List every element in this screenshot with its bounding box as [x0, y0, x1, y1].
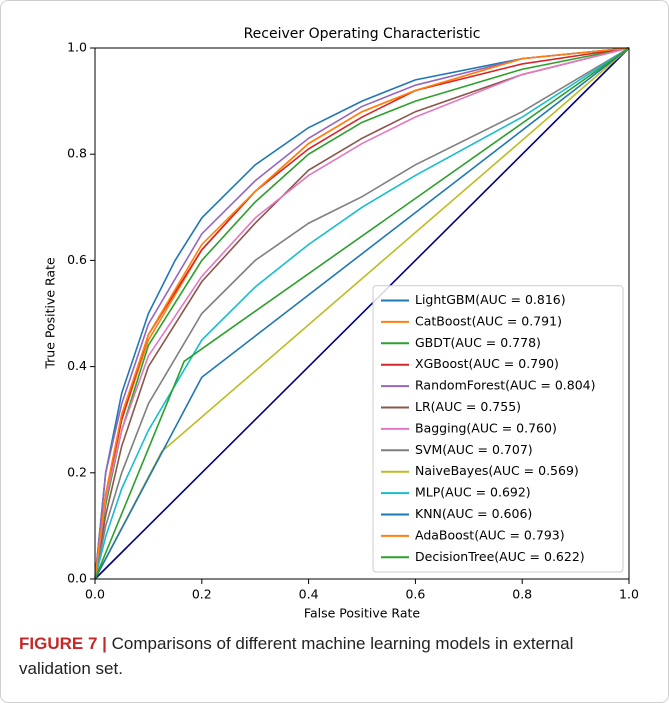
x-tick-label: 0.0 [85, 587, 105, 602]
x-tick-label: 0.6 [405, 587, 425, 602]
y-axis-label: True Positive Rate [43, 257, 58, 370]
reference-line [94, 47, 630, 580]
legend-label: LR(AUC = 0.755) [415, 399, 521, 414]
y-tick-label: 1.0 [67, 40, 87, 55]
x-tick-label: 0.8 [512, 587, 532, 602]
roc-curve [94, 47, 630, 580]
roc-curve [94, 47, 630, 580]
x-tick-label: 0.2 [192, 587, 212, 602]
y-tick-label: 0.6 [67, 252, 87, 267]
legend-label: LightGBM(AUC = 0.816) [415, 292, 566, 307]
x-tick-label: 1.0 [619, 587, 639, 602]
caption: FIGURE 7 | Comparisons of different mach… [19, 631, 649, 681]
chart-title: Receiver Operating Characteristic [244, 26, 481, 42]
legend-label: MLP(AUC = 0.692) [415, 485, 531, 500]
legend-box [372, 285, 624, 573]
legend-label: NaiveBayes(AUC = 0.569) [415, 463, 579, 478]
roc-curve [94, 47, 630, 580]
legend-label: AdaBoost(AUC = 0.793) [415, 527, 565, 542]
roc-curve [94, 47, 630, 580]
roc-curve [94, 47, 630, 580]
legend-label: CatBoost(AUC = 0.791) [415, 313, 562, 328]
plot-frame [94, 47, 630, 580]
roc-curve [94, 47, 630, 580]
y-tick-label: 0.4 [67, 358, 87, 373]
y-tick-label: 0.0 [67, 571, 87, 586]
y-tick-label: 0.2 [67, 464, 87, 479]
legend-label: SVM(AUC = 0.707) [415, 442, 533, 457]
caption-label: FIGURE 7 | [19, 634, 107, 653]
legend-label: GBDT(AUC = 0.778) [415, 335, 541, 350]
legend-label: DecisionTree(AUC = 0.622) [415, 549, 585, 564]
roc-curve [94, 47, 630, 580]
legend-label: KNN(AUC = 0.606) [415, 506, 532, 521]
legend-label: RandomForest(AUC = 0.804) [415, 378, 596, 393]
y-tick-label: 0.8 [67, 146, 87, 161]
x-tick-label: 0.4 [299, 587, 319, 602]
chart: Receiver Operating Characteristic False … [43, 26, 639, 621]
roc-curve [94, 47, 630, 580]
legend-label: XGBoost(AUC = 0.790) [415, 356, 559, 371]
caption-text: Comparisons of different machine learnin… [19, 634, 574, 678]
roc-curve [94, 47, 630, 580]
legend-label: Bagging(AUC = 0.760) [415, 420, 557, 435]
x-axis-label: False Positive Rate [304, 606, 420, 621]
